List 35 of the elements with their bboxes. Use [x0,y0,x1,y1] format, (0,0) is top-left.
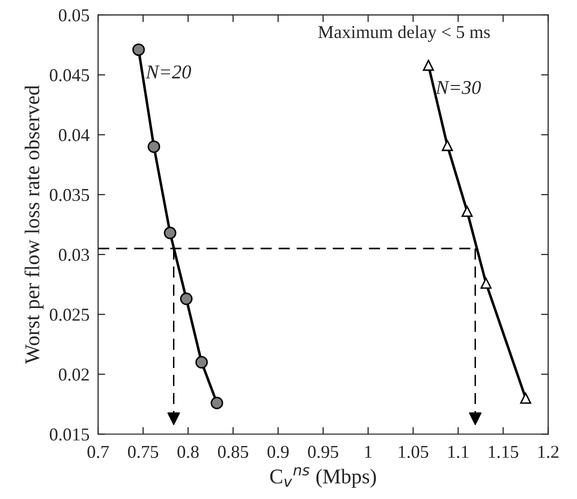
y-tick-label: 0.02 [58,368,89,381]
x-tick-label: 1.1 [448,446,468,458]
point [422,60,434,71]
x-tick-label: 0.95 [308,446,338,458]
point [210,396,224,410]
x-tick-label: 1.2 [538,446,558,458]
point [480,278,492,289]
point [164,226,176,240]
x-tick-label: 1.05 [398,446,428,458]
y-tick-label: 0.015 [50,428,90,441]
x-tick-label: 1 [365,446,372,458]
point [195,356,208,369]
y-tick-label: 0.05 [58,9,90,22]
x-axis-title: C$_{v}$$^{ns}$ (Mbps) [270,467,376,488]
x-tick-label: 0.7 [87,446,109,458]
point [148,140,160,153]
series-label: N=20 [146,65,192,79]
series-label: N=30 [435,80,481,94]
y-tick-label: 0.03 [58,248,90,262]
y-axis-title: Worst per flow loss rate observed [24,85,44,364]
y-tick-label: 0.045 [50,69,90,82]
y-tick-label: 0.035 [50,188,90,202]
point [520,392,532,404]
point [132,43,145,56]
x-tick-label: 1.15 [488,446,518,458]
point [180,292,193,306]
annotation: Maximum delay < 5 ms [318,25,490,42]
y-tick-label: 0.025 [50,308,90,321]
x-tick-label: 0.9 [268,446,289,458]
x-tick-label: 0.85 [218,446,248,458]
x-tick-label: 0.8 [178,446,199,458]
y-tick-label: 0.04 [58,128,90,142]
point [442,140,453,152]
x-tick-label: 0.75 [128,446,158,458]
point [462,206,473,217]
